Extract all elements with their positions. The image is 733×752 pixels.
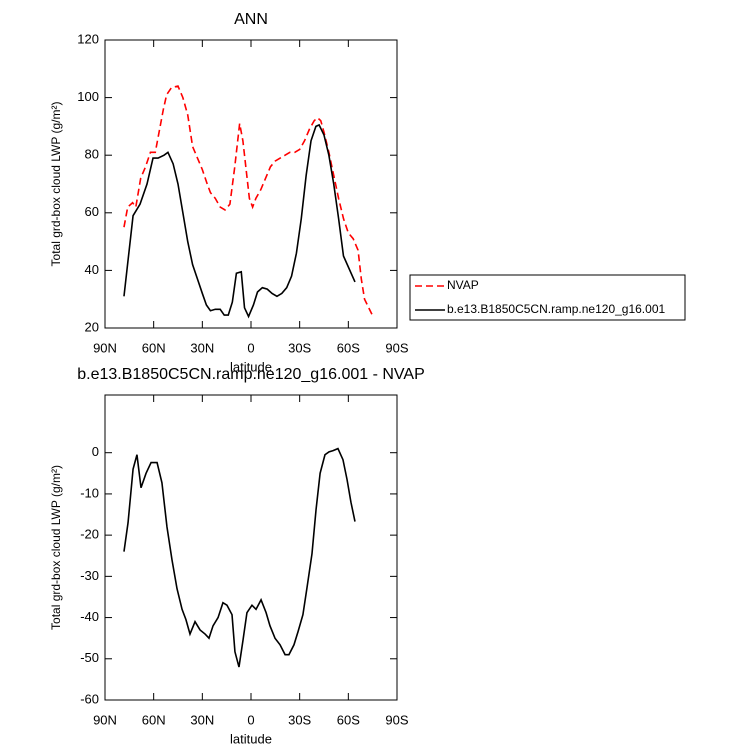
y-tick-label: 40 (85, 262, 99, 277)
y-tick-label: -60 (80, 691, 99, 706)
y-tick-label: -10 (80, 485, 99, 500)
x-tick-label: 90N (93, 712, 117, 727)
y-tick-label: -20 (80, 527, 99, 542)
x-tick-label: 60N (142, 340, 166, 355)
y-tick-label: 80 (85, 147, 99, 162)
y-tick-label: 100 (77, 89, 99, 104)
data-line (123, 447, 356, 668)
x-axis-label: latitude (230, 359, 272, 374)
chart-title: ANN (234, 11, 268, 28)
plot-frame (104, 394, 398, 701)
x-tick-label: 90S (385, 340, 408, 355)
legend-label: NVAP (447, 278, 479, 292)
x-tick-label: 30S (288, 712, 311, 727)
y-tick-label: 60 (85, 204, 99, 219)
y-tick-label: 20 (85, 319, 99, 334)
y-axis-label: Total grd-box cloud LWP (g/m²) (49, 102, 63, 267)
x-tick-label: 60N (142, 712, 166, 727)
x-axis-label: latitude (230, 731, 272, 746)
data-line (123, 123, 356, 319)
x-tick-label: 60S (337, 340, 360, 355)
y-tick-label: -40 (80, 609, 99, 624)
legend-label: b.e13.B1850C5CN.ramp.ne120_g16.001 (447, 302, 665, 316)
chart-title: b.e13.B1850C5CN.ramp.ne120_g16.001 - NVA… (77, 366, 424, 383)
y-tick-label: 0 (92, 444, 99, 459)
x-tick-label: 30S (288, 340, 311, 355)
y-axis-label: Total grd-box cloud LWP (g/m²) (49, 465, 63, 630)
x-tick-label: 30N (190, 340, 214, 355)
x-tick-label: 0 (247, 340, 254, 355)
x-tick-label: 0 (247, 712, 254, 727)
x-tick-label: 30N (190, 712, 214, 727)
plot-frame (104, 39, 398, 329)
legend-frame (409, 274, 686, 321)
y-tick-label: -30 (80, 568, 99, 583)
x-tick-label: 60S (337, 712, 360, 727)
y-tick-label: 120 (77, 31, 99, 46)
x-tick-label: 90S (385, 712, 408, 727)
x-tick-label: 90N (93, 340, 117, 355)
y-tick-label: -50 (80, 650, 99, 665)
